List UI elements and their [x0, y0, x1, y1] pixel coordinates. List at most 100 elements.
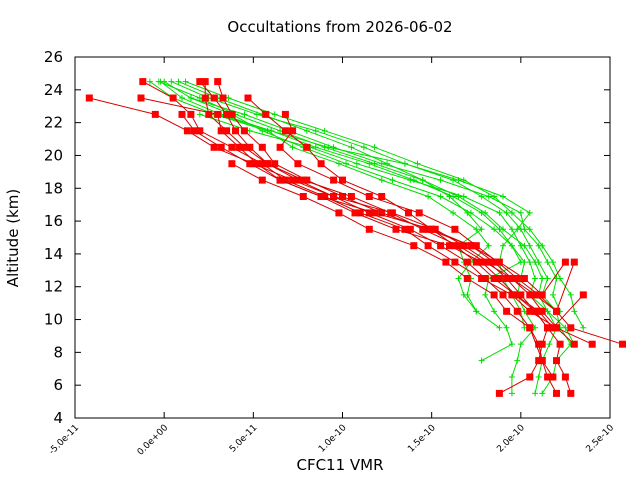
- green-point-marker: [549, 259, 556, 266]
- green-point-marker: [526, 259, 533, 266]
- red-point-marker: [478, 258, 486, 266]
- red-point-marker: [588, 340, 596, 348]
- red-point-marker: [503, 275, 511, 282]
- green-point-marker: [437, 177, 444, 184]
- green-point-marker: [532, 275, 539, 282]
- red-point-marker: [513, 307, 521, 315]
- green-point-marker: [460, 291, 467, 298]
- red-point-marker: [371, 209, 379, 217]
- red-point-marker: [85, 94, 93, 102]
- green-point-marker: [580, 324, 587, 331]
- red-point-marker: [472, 258, 480, 266]
- red-point-marker: [232, 127, 239, 135]
- red-point-marker: [570, 258, 578, 266]
- red-point-marker: [513, 275, 521, 282]
- red-point-marker: [428, 225, 436, 233]
- red-point-marker: [508, 291, 516, 299]
- green-point-marker: [508, 373, 515, 380]
- red-point-marker: [387, 209, 395, 217]
- red-point-marker: [401, 225, 409, 233]
- red-profile-line: [204, 81, 575, 313]
- red-point-marker: [299, 193, 307, 200]
- red-point-marker: [258, 176, 266, 184]
- green-point-marker: [539, 275, 546, 282]
- green-point-marker: [526, 226, 533, 233]
- y-tick-label: 8: [53, 343, 63, 361]
- red-point-marker: [258, 143, 266, 151]
- red-point-marker: [538, 340, 546, 348]
- red-point-marker: [619, 340, 626, 348]
- red-point-marker: [289, 127, 297, 135]
- red-point-marker: [217, 127, 225, 135]
- green-point-marker: [557, 275, 564, 282]
- red-point-marker: [570, 340, 578, 348]
- red-point-marker: [553, 357, 560, 365]
- red-point-marker: [392, 225, 400, 233]
- x-axis: -5.0e-11 0.0e+00 5.0e-11 1.0e-10 1.5e-10 2.0e…: [47, 57, 616, 458]
- red-point-marker: [228, 110, 236, 118]
- red-point-marker: [210, 94, 218, 102]
- green-profiles: [146, 78, 587, 397]
- green-point-marker: [450, 209, 457, 216]
- green-profile-line: [160, 81, 522, 362]
- y-tick-label: 10: [44, 311, 63, 329]
- red-point-marker: [561, 258, 569, 266]
- red-point-marker: [235, 143, 243, 151]
- red-point-marker: [378, 193, 386, 200]
- red-point-marker: [201, 78, 209, 86]
- y-tick-label: 24: [44, 81, 63, 99]
- red-point-marker: [303, 143, 311, 151]
- green-point-marker: [567, 291, 574, 298]
- x-tick-label: 1.0e-10: [317, 423, 349, 455]
- red-point-marker: [463, 258, 471, 266]
- red-point-marker: [499, 291, 507, 299]
- green-point-marker: [321, 127, 328, 134]
- red-point-marker: [289, 176, 297, 184]
- red-point-marker: [219, 94, 227, 102]
- red-point-marker: [520, 275, 528, 282]
- red-point-marker: [246, 143, 254, 151]
- green-point-marker: [500, 193, 506, 200]
- x-tick-label: 0.0e+00: [136, 423, 171, 458]
- green-point-marker: [508, 390, 515, 397]
- red-profile-line: [279, 114, 623, 345]
- y-tick-label: 20: [44, 146, 63, 164]
- red-point-marker: [495, 275, 503, 282]
- red-point-marker: [191, 127, 198, 135]
- y-tick-label: 22: [44, 114, 63, 132]
- red-point-marker: [365, 209, 373, 217]
- red-point-marker: [317, 193, 325, 200]
- y-tick-label: 6: [53, 376, 63, 394]
- red-point-marker: [244, 94, 252, 102]
- red-point-marker: [495, 389, 503, 397]
- green-point-marker: [482, 291, 489, 298]
- red-point-marker: [339, 176, 346, 184]
- red-point-marker: [442, 258, 450, 266]
- red-point-marker: [223, 127, 231, 135]
- red-point-marker: [210, 143, 218, 151]
- green-point-marker: [348, 144, 355, 151]
- red-point-marker: [351, 209, 359, 217]
- green-point-marker: [485, 242, 492, 249]
- green-point-marker: [446, 193, 453, 200]
- green-point-marker: [546, 341, 553, 348]
- red-point-marker: [526, 373, 534, 381]
- green-point-marker: [157, 78, 164, 85]
- red-point-marker: [490, 291, 498, 299]
- green-profile-line: [185, 81, 584, 329]
- green-point-marker: [303, 127, 310, 134]
- green-point-marker: [360, 144, 367, 151]
- red-point-marker: [538, 357, 546, 365]
- y-tick-label: 18: [44, 179, 63, 197]
- red-point-marker: [567, 324, 575, 332]
- red-point-marker: [415, 209, 423, 217]
- red-point-marker: [446, 242, 453, 250]
- green-point-marker: [378, 160, 385, 167]
- y-tick-label: 12: [44, 278, 63, 296]
- y-tick-label: 4: [53, 409, 63, 427]
- green-point-marker: [485, 193, 492, 200]
- red-point-marker: [460, 242, 468, 250]
- green-point-marker: [478, 226, 485, 233]
- green-point-marker: [473, 226, 480, 233]
- red-point-marker: [553, 324, 560, 332]
